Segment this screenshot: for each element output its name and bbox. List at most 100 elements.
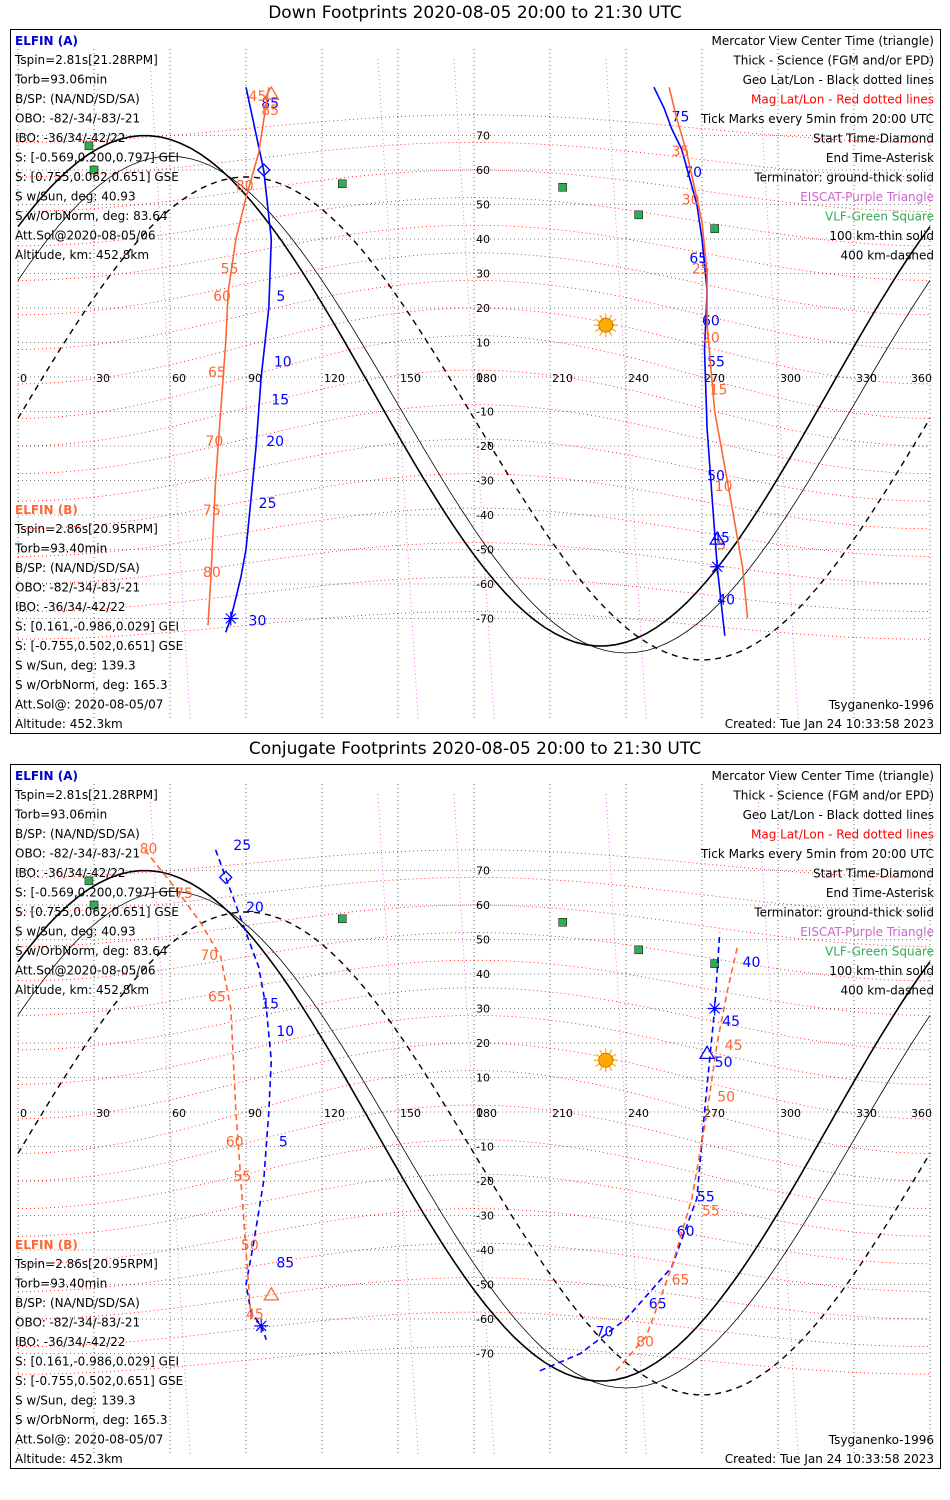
legend: Mercator View Center Time (triangle) Thic… bbox=[700, 34, 934, 263]
y-tick-label: -40 bbox=[476, 509, 494, 522]
sun-ray bbox=[595, 328, 600, 332]
x-tick-label: 240 bbox=[628, 1107, 649, 1120]
sun-ray bbox=[611, 1053, 617, 1058]
y-tick-label: -10 bbox=[476, 1141, 494, 1154]
mag-lat-line bbox=[17, 1346, 931, 1375]
footprint-tick-label: 65 bbox=[672, 1273, 690, 1289]
elfin-b-info-line: IBO: -36/34/-42/22 bbox=[15, 600, 126, 614]
vlf-station-marker bbox=[84, 876, 94, 886]
sun-ray bbox=[595, 1053, 600, 1058]
legend-entry: End Time-Asterisk bbox=[826, 886, 934, 900]
y-tick-label: 40 bbox=[476, 968, 490, 981]
elfin-b-info-line: S w/Sun, deg: 139.3 bbox=[15, 1394, 136, 1408]
footprint-tick-label: 60 bbox=[677, 1224, 695, 1240]
elfin-a-info-line: S: [-0.569,0.200,0.797] GEI bbox=[15, 886, 179, 900]
footprint-trace bbox=[207, 87, 270, 626]
vlf-station-marker bbox=[338, 179, 347, 189]
elfin-b-info-line: S: [-0.755,0.502,0.651] GSE bbox=[15, 1374, 183, 1388]
terminator-400km bbox=[17, 911, 931, 1396]
elfin-b-info-line: Torb=93.40min bbox=[14, 1277, 107, 1291]
end-asterisk-icon bbox=[223, 611, 238, 626]
y-tick-label: 70 bbox=[476, 865, 490, 878]
x-tick-label: 120 bbox=[324, 372, 345, 385]
x-tick-label: 30 bbox=[96, 372, 110, 385]
elfin-a-info-line: Tspin=2.81s[21.28RPM] bbox=[14, 788, 158, 802]
vlf-station-marker bbox=[710, 959, 719, 968]
sun-ray bbox=[611, 328, 617, 332]
legend-entry: 400 km-dashed bbox=[840, 249, 934, 263]
elfin-a-info-line: B/SP: (NA/ND/SD/SA) bbox=[15, 92, 140, 106]
footprint-tick-label: 25 bbox=[259, 496, 277, 512]
footprint-tick-label: 70 bbox=[684, 165, 702, 181]
elfin-b-info-line: OBO: -82/-34/-83/-21 bbox=[15, 1316, 140, 1330]
footprint-tick-label: 75 bbox=[672, 110, 690, 126]
footprint-tick-label: 50 bbox=[717, 1090, 735, 1106]
x-tick-label: 300 bbox=[780, 1107, 801, 1120]
model-label: Tsyganenko-1996 bbox=[828, 698, 934, 712]
y-tick-label: -50 bbox=[476, 544, 494, 557]
vlf-station-marker bbox=[558, 183, 567, 192]
elfin-b-info-line: S: [-0.755,0.502,0.651] GSE bbox=[15, 639, 183, 653]
footprint-tick-label: 60 bbox=[702, 313, 720, 329]
panel-frame bbox=[10, 29, 941, 734]
vlf-station-marker bbox=[338, 914, 347, 924]
footprint-tick-label: 75 bbox=[203, 503, 221, 519]
elfin-b-info-line: S: [0.161,-0.986,0.029] GEI bbox=[15, 620, 179, 634]
footprint-trace bbox=[224, 87, 273, 633]
y-tick-label: 30 bbox=[476, 1003, 490, 1016]
footprint-tick-label: 5 bbox=[717, 538, 726, 554]
sun-icon bbox=[598, 1052, 614, 1068]
sun-ray bbox=[608, 314, 613, 320]
footprint-trace bbox=[539, 932, 721, 1372]
footprint-trace bbox=[615, 946, 739, 1372]
mag-lat-line bbox=[17, 876, 931, 913]
y-tick-label: 40 bbox=[476, 233, 490, 246]
elfin-b-info-line: Altitude: 452.3km bbox=[15, 717, 123, 731]
model-label: Tsyganenko-1996 bbox=[828, 1433, 934, 1447]
x-tick-label: 150 bbox=[400, 372, 421, 385]
y-tick-label: -10 bbox=[476, 406, 494, 419]
mag-lat-line bbox=[17, 1242, 931, 1292]
mag-lat-line bbox=[17, 576, 931, 612]
view-center-triangle bbox=[709, 530, 726, 545]
footprint-tick-label: 65 bbox=[689, 251, 707, 267]
elfin-a-info-line: S: [-0.569,0.200,0.797] GEI bbox=[15, 151, 179, 165]
footprint-tick-label: 80 bbox=[140, 841, 158, 857]
elfin-b-info: ELFIN (B) Tspin=2.86s[20.95RPM] Torb=93.40… bbox=[14, 1238, 183, 1466]
sun-ray bbox=[599, 1049, 603, 1055]
footprint-tick-label: 20 bbox=[266, 434, 284, 450]
start-diamond-icon bbox=[256, 163, 271, 177]
sun-ray bbox=[595, 318, 600, 323]
sun-ray bbox=[599, 314, 603, 320]
x-tick-label: 120 bbox=[324, 1107, 345, 1120]
sun-ray bbox=[599, 331, 603, 336]
x-tick-label: 360 bbox=[911, 1107, 932, 1120]
legend-entry: Mag Lat/Lon - Red dotted lines bbox=[751, 828, 934, 842]
elfin-b-info-line: OBO: -82/-34/-83/-21 bbox=[15, 581, 140, 595]
elfin-a-info-line: B/SP: (NA/ND/SD/SA) bbox=[15, 827, 140, 841]
legend-entry: 100 km-thin solid bbox=[829, 964, 934, 978]
y-tick-label: 70 bbox=[476, 130, 490, 143]
x-tick-label: 0 bbox=[20, 372, 27, 385]
elfin-b-info-line: Torb=93.40min bbox=[14, 542, 107, 556]
footprint-tick-label: 65 bbox=[208, 365, 226, 381]
geo-grid bbox=[17, 784, 931, 1454]
elfin-a-info-line: S w/Sun, deg: 40.93 bbox=[15, 925, 136, 939]
elfin-a-info-line: Altitude, km: 452.8km bbox=[15, 983, 149, 997]
y-tick-label: -40 bbox=[476, 1244, 494, 1257]
elfin-b-info: ELFIN (B) Tspin=2.86s[20.95RPM] Torb=93.40… bbox=[14, 503, 183, 731]
panel-frame bbox=[10, 764, 941, 1469]
panel-title-conjugate: Conjugate Footprints 2020-08-05 20:00 to… bbox=[248, 739, 702, 759]
elfin-a-info-line: S w/OrbNorm, deg: 83.64 bbox=[15, 944, 167, 958]
vlf-station-marker bbox=[89, 900, 99, 910]
y-tick-label: 10 bbox=[476, 337, 490, 350]
elfin-a-name: ELFIN (A) bbox=[15, 769, 78, 783]
footprint-tick-label: 50 bbox=[241, 1238, 259, 1254]
y-tick-label: -70 bbox=[476, 1348, 494, 1361]
y-tick-label: 60 bbox=[476, 899, 490, 912]
view-center-triangle bbox=[263, 1286, 280, 1301]
elfin-b-info-line: B/SP: (NA/ND/SD/SA) bbox=[15, 1296, 140, 1310]
end-asterisk-icon bbox=[254, 1318, 269, 1333]
footprint-tick-label: 70 bbox=[205, 434, 223, 450]
footprint-tick-label: 85 bbox=[261, 103, 279, 119]
